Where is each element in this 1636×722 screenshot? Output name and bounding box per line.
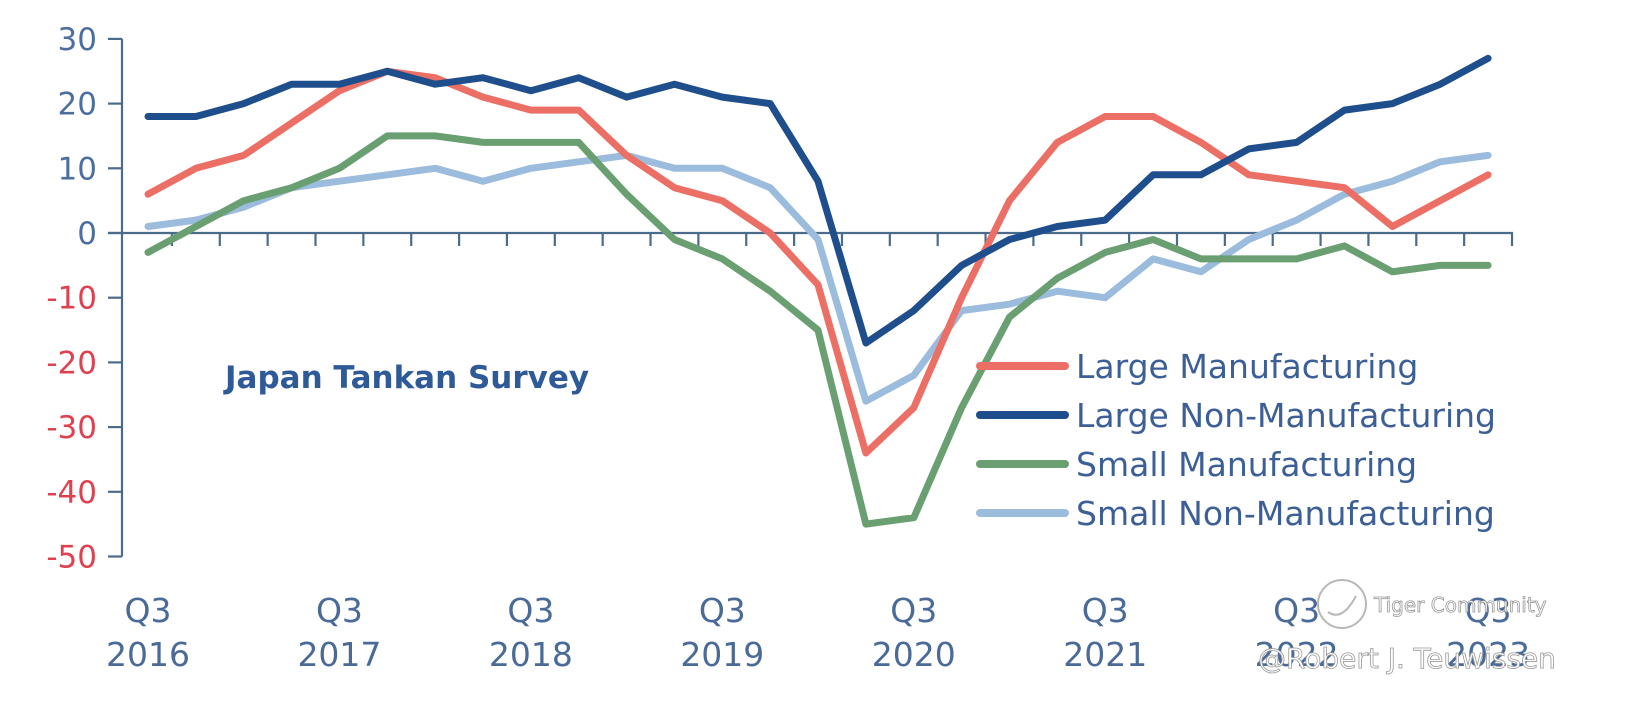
y-tick-label: -10 — [46, 281, 97, 317]
chart-title: Japan Tankan Survey — [223, 360, 589, 396]
y-tick-label: 10 — [58, 151, 97, 187]
y-tick-label: 30 — [58, 22, 97, 58]
tiger-logo-icon — [1317, 579, 1367, 629]
y-tick-label: 20 — [58, 87, 97, 123]
y-tick-label: -40 — [46, 475, 97, 511]
x-tick-year: 2019 — [680, 635, 764, 674]
x-tick-quarter: Q3 — [125, 591, 172, 630]
x-tick-year: 2016 — [106, 635, 190, 674]
watermark-author: @Robert J. Teuwissen — [1258, 642, 1556, 675]
legend-label: Small Non-Manufacturing — [1076, 494, 1495, 533]
x-tick-quarter: Q3 — [1273, 591, 1320, 630]
tiger-logo-smile-icon — [1327, 595, 1357, 616]
y-tick-label: -30 — [46, 410, 97, 446]
legend-item-large-manufacturing: Large Manufacturing — [976, 347, 1418, 386]
x-tick-quarter: Q3 — [1465, 591, 1512, 630]
y-axis: 30 20 10 0 -10 -20 -30 -40 -50 — [46, 22, 124, 576]
legend-label: Large Manufacturing — [1076, 347, 1418, 386]
x-tick-year: 2023 — [1446, 635, 1530, 674]
x-tick-quarter: Q3 — [890, 591, 937, 630]
legend-item-small-non-manufacturing: Small Non-Manufacturing — [976, 494, 1495, 533]
watermark: Tiger Community @Robert J. Teuwissen — [1258, 579, 1556, 675]
y-tick-label: 0 — [77, 216, 97, 252]
legend-label: Large Non-Manufacturing — [1076, 396, 1496, 435]
series-points-small-manufacturing — [147, 135, 1489, 525]
x-tick-year: 2022 — [1255, 635, 1339, 674]
legend-label: Small Manufacturing — [1076, 445, 1417, 484]
x-tick-year: 2017 — [297, 635, 381, 674]
watermark-brand: Tiger Community — [1373, 593, 1547, 617]
x-tick-year: 2018 — [489, 635, 573, 674]
y-tick-label: -20 — [46, 345, 97, 381]
x-tick-quarter: Q3 — [507, 591, 554, 630]
x-tick-year: 2020 — [872, 635, 956, 674]
x-tick-year: 2021 — [1063, 635, 1147, 674]
legend: Large Manufacturing Large Non-Manufacturi… — [976, 347, 1496, 533]
x-tick-quarter: Q3 — [316, 591, 363, 630]
series-points-large-non-manufacturing — [147, 58, 1489, 344]
series-line-large-non-manufacturing — [144, 54, 1492, 347]
series-lines — [144, 54, 1492, 528]
y-tick-label: -50 — [46, 540, 97, 576]
x-tick-quarter: Q3 — [1082, 591, 1129, 630]
legend-item-large-non-manufacturing: Large Non-Manufacturing — [976, 396, 1496, 435]
x-tick-quarter: Q3 — [699, 591, 746, 630]
x-axis: Q3 2016 Q3 2017 Q3 2018 Q3 2019 Q3 2020 Q3 2021 Q3 20… — [106, 231, 1530, 674]
legend-item-small-manufacturing: Small Manufacturing — [976, 445, 1417, 484]
